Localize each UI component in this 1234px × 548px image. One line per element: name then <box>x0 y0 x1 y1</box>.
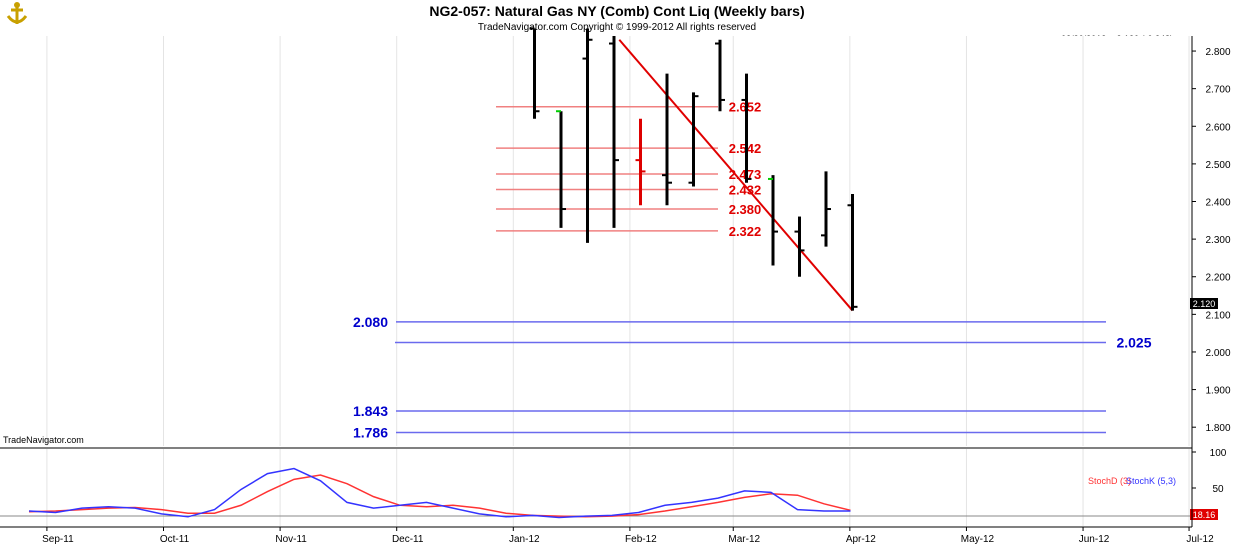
support-label: 2.080 <box>353 314 388 330</box>
price-tick-label: 2.700 <box>1205 85 1230 96</box>
stoch-value-label: 18.16 <box>1193 510 1216 520</box>
ohlc-bar <box>794 216 805 277</box>
support-label: 2.025 <box>1116 335 1151 351</box>
stoch-legend-d: StochD (3) <box>1088 476 1131 486</box>
stoch-k-line <box>28 467 851 519</box>
price-tick-label: 2.300 <box>1205 235 1230 246</box>
price-tick-label: 2.500 <box>1205 160 1230 171</box>
time-tick-label: Jun-12 <box>1079 534 1110 545</box>
price-tick-label: 2.800 <box>1205 47 1230 58</box>
ohlc-bar <box>582 28 593 243</box>
price-bars <box>529 27 858 311</box>
stoch-tick-label: 100 <box>1210 448 1227 459</box>
current-price-label: 2.120 <box>1193 299 1216 309</box>
price-panel <box>0 36 1192 446</box>
price-tick-label: 2.100 <box>1205 310 1230 321</box>
time-tick-label: May-12 <box>961 534 995 545</box>
trend-layer <box>618 39 854 312</box>
price-tick-label: 1.900 <box>1205 386 1230 397</box>
stoch-value-tag: 18.16 <box>1190 509 1218 520</box>
ohlc-bar <box>529 27 540 119</box>
support-label: 1.786 <box>353 424 388 440</box>
time-tick-label: Jul-12 <box>1186 534 1214 545</box>
fib-label: 2.322 <box>729 224 762 239</box>
price-tick-label: 2.400 <box>1205 198 1230 209</box>
price-tick-label: 2.600 <box>1205 122 1230 133</box>
fib-label: 2.380 <box>729 202 762 217</box>
time-tick-label: Apr-12 <box>846 534 876 545</box>
stoch-lines <box>28 467 851 519</box>
stoch-legend: StochD (3)StochK (5,3) <box>1088 476 1176 486</box>
ohlc-bar <box>715 39 725 112</box>
ohlc-bar <box>768 175 778 266</box>
logo-icon <box>6 2 28 24</box>
stoch-legend-k: StochK (5,3) <box>1126 476 1176 486</box>
price-tick-label: 1.800 <box>1205 423 1230 434</box>
ohlc-bar <box>821 171 831 247</box>
time-tick-label: Sep-11 <box>42 534 74 545</box>
time-tick-label: Mar-12 <box>728 534 760 545</box>
price-tick-label: 2.200 <box>1205 273 1230 284</box>
chart-subtitle: TradeNavigator.com Copyright © 1999-2012… <box>478 22 756 33</box>
time-tick-label: Jan-12 <box>509 534 540 545</box>
price-tick-label: 2.000 <box>1205 348 1230 359</box>
ohlc-bar <box>847 193 858 311</box>
time-tick-label: Oct-11 <box>160 534 190 545</box>
ohlc-bar <box>556 110 566 228</box>
stoch-axis: 100 50 <box>0 448 1227 517</box>
ohlc-bar <box>635 118 646 206</box>
trendline <box>618 39 854 312</box>
time-tick-label: Dec-11 <box>392 534 424 545</box>
chart-title: NG2-057: Natural Gas NY (Comb) Cont Liq … <box>429 3 804 19</box>
price-grid <box>46 36 1190 446</box>
time-tick-label: Nov-11 <box>275 534 307 545</box>
watermark: TradeNavigator.com <box>3 435 84 445</box>
time-axis: Sep-11 Oct-11 Nov-11 Dec-11 Jan-12 Feb-12 Mar-… <box>42 527 1214 545</box>
stoch-tick-label: 50 <box>1212 484 1224 495</box>
price-axis: 2.800 2.700 2.600 2.500 2.400 2.300 2.200 2.100… <box>1192 47 1231 434</box>
ohlc-bar <box>741 73 752 183</box>
support-levels: 2.080 2.025 1.843 1.786 <box>353 314 1152 441</box>
ohlc-bar <box>609 36 619 228</box>
support-label: 1.843 <box>353 403 388 419</box>
time-tick-label: Feb-12 <box>625 534 657 545</box>
ohlc-bar <box>688 92 699 187</box>
ohlc-bar <box>662 73 672 206</box>
current-price-tag: 2.120 <box>1190 298 1218 309</box>
